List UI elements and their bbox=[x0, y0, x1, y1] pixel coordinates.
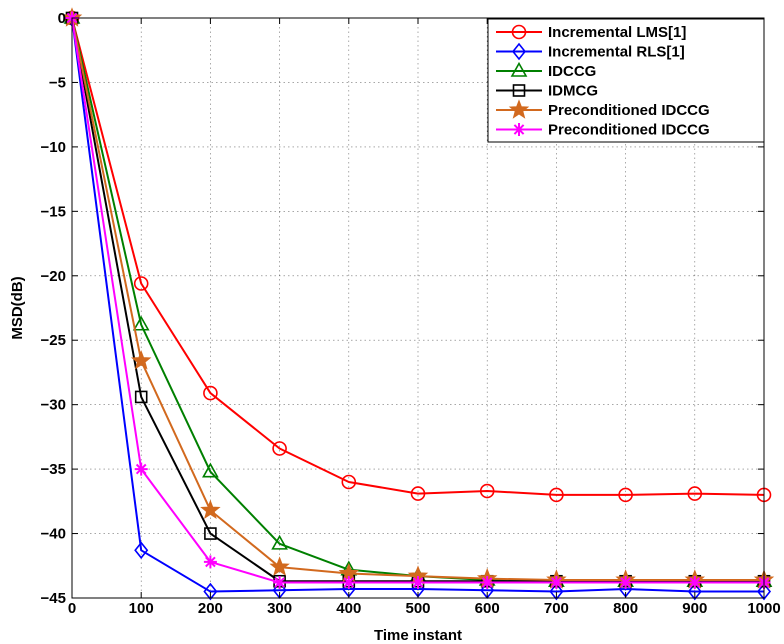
x-axis-label: Time instant bbox=[374, 627, 462, 644]
x-tick-label: 200 bbox=[198, 600, 223, 617]
legend-item: Incremental LMS[1] bbox=[496, 24, 686, 41]
y-tick-label: 0 bbox=[58, 10, 66, 27]
data-point bbox=[200, 499, 221, 520]
data-point bbox=[549, 487, 564, 503]
data-point bbox=[618, 487, 633, 503]
data-point bbox=[756, 582, 772, 601]
y-tick-label: −20 bbox=[41, 268, 66, 285]
data-point bbox=[272, 441, 287, 456]
data-point bbox=[273, 576, 287, 590]
x-tick-label: 0 bbox=[68, 600, 76, 617]
data-point bbox=[271, 534, 288, 550]
data-point bbox=[133, 276, 149, 291]
data-point bbox=[202, 462, 219, 478]
x-tick-label: 400 bbox=[336, 600, 361, 617]
legend-item: IDCCG bbox=[496, 61, 596, 80]
data-point bbox=[479, 483, 495, 499]
legend-item: Preconditioned IDCCG bbox=[496, 99, 710, 119]
y-tick-label: −30 bbox=[41, 397, 66, 414]
data-point bbox=[203, 582, 218, 601]
data-point bbox=[134, 462, 148, 476]
x-tick-label: 600 bbox=[475, 600, 500, 617]
y-tick-label: −25 bbox=[41, 332, 66, 349]
legend-marker bbox=[511, 42, 527, 61]
data-point bbox=[687, 486, 703, 501]
data-point bbox=[132, 315, 150, 331]
y-tick-label: −10 bbox=[41, 139, 66, 156]
legend-box bbox=[487, 18, 765, 143]
legend-label: Incremental LMS[1] bbox=[548, 24, 686, 41]
data-point bbox=[342, 576, 356, 590]
legend-marker bbox=[508, 99, 530, 119]
y-tick-label: −35 bbox=[41, 461, 66, 478]
y-tick-label: −40 bbox=[41, 526, 66, 543]
data-point bbox=[480, 576, 494, 590]
x-tick-label: 900 bbox=[682, 600, 707, 617]
data-point bbox=[688, 576, 702, 590]
series-line bbox=[71, 17, 765, 496]
data-point bbox=[203, 555, 217, 569]
x-tick-label: 1000 bbox=[747, 600, 780, 617]
legend: Incremental LMS[1] Incremental RLS[1] IDCC… bbox=[487, 18, 765, 143]
data-point bbox=[410, 486, 426, 501]
legend-marker bbox=[512, 123, 526, 136]
legend-label: IDMCG bbox=[548, 83, 598, 100]
x-tick-label: 800 bbox=[613, 600, 638, 617]
legend-label: Incremental RLS[1] bbox=[548, 44, 685, 61]
y-tick-label: −45 bbox=[41, 590, 66, 607]
axis-ticks: 0 100 200 300 400 500 600 700 800 900 1000 0 −5 −10 −1… bbox=[41, 10, 781, 617]
data-point bbox=[130, 350, 152, 370]
legend-label: IDCCG bbox=[548, 63, 596, 80]
x-tick-label: 100 bbox=[129, 600, 154, 617]
y-tick-label: −5 bbox=[49, 74, 66, 91]
data-point bbox=[411, 576, 425, 590]
data-point bbox=[134, 541, 149, 560]
data-point bbox=[549, 582, 564, 601]
data-point bbox=[619, 576, 633, 590]
data-point bbox=[687, 582, 702, 601]
x-tick-label: 500 bbox=[405, 600, 430, 617]
legend-marker bbox=[510, 61, 528, 77]
legend-label: Preconditioned IDCCG bbox=[548, 102, 710, 119]
x-tick-label: 700 bbox=[544, 600, 569, 617]
y-axis-label: MSD(dB) bbox=[9, 276, 26, 339]
data-point bbox=[204, 527, 217, 540]
legend-item: Preconditioned IDCCG bbox=[496, 122, 710, 139]
legend-label: Preconditioned IDCCG bbox=[548, 122, 710, 139]
legend-marker bbox=[512, 84, 526, 97]
data-point bbox=[203, 385, 218, 401]
legend-item: IDMCG bbox=[496, 83, 598, 100]
data-point bbox=[269, 556, 290, 576]
data-point bbox=[341, 474, 357, 490]
legend-item: Incremental RLS[1] bbox=[496, 42, 685, 61]
x-tick-label: 300 bbox=[267, 600, 292, 617]
legend-marker bbox=[511, 24, 527, 40]
data-point bbox=[134, 390, 148, 404]
y-tick-label: −15 bbox=[41, 203, 66, 220]
series-layer bbox=[61, 7, 775, 601]
data-point bbox=[549, 576, 563, 590]
